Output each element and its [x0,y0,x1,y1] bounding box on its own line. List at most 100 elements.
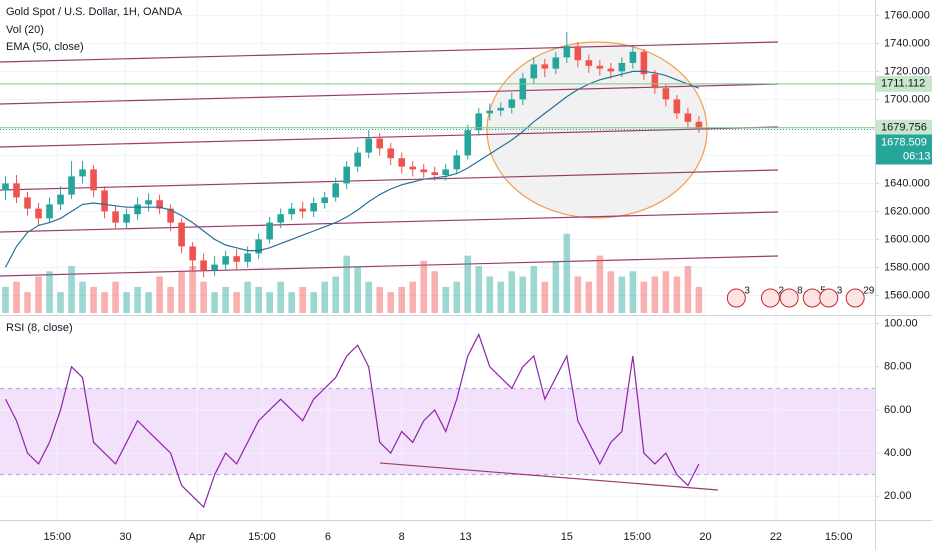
event-icon [819,288,839,308]
event-count: 29 [863,286,875,297]
volume-bar [68,266,75,313]
volume-bar [365,281,373,313]
volume-bar [442,286,450,313]
candle-body [145,200,152,205]
candle-body [244,253,251,262]
x-tick-label: 15:00 [825,531,853,543]
volume-bar [24,292,31,313]
candle-body [431,172,439,175]
candle-body [563,46,571,58]
volume-bar [145,292,152,313]
y-tick-label: 40.00 [884,447,912,459]
volume-bar [563,233,571,313]
candle-body [640,51,648,75]
y-tick-label: 1640.000 [884,177,930,189]
volume-bar [167,286,174,313]
volume-bar [101,292,108,313]
candle-body [46,204,53,219]
candle-body [343,166,350,184]
rsi-line [4,332,700,509]
candle-body [24,197,31,209]
event-count: 3 [744,286,750,297]
volume-bar [2,286,9,313]
volume-bar [13,281,20,313]
grid [0,0,875,520]
x-tick-label: 15:00 [623,531,651,543]
price-label-box [876,119,932,136]
volume-bar [321,281,328,313]
volume-bar [607,271,615,313]
y-tick-label: 1580.000 [884,261,930,273]
x-tick-label: 15:00 [43,531,71,543]
candle-body [409,166,417,170]
last-price-label: 1678.509 [881,136,927,148]
volume-bar [156,276,163,313]
y-tick-label: 1740.000 [884,37,930,49]
candle-body [519,78,527,100]
price-label-box [876,75,932,92]
candle-body [354,152,362,167]
candle-body [321,197,328,203]
volume-bar [497,281,505,313]
candle-body [189,246,196,261]
candle-body [35,208,42,219]
candle-body [398,158,406,167]
volume-bar [123,292,130,313]
volume-bar [673,276,681,313]
event-count: 3 [837,286,843,297]
candle-body [497,107,505,111]
volume-bar [211,292,218,313]
candle-body [530,64,538,79]
volume-bar [233,292,240,313]
trendline [0,211,779,233]
volume-bar [475,266,483,313]
volume-bar [178,271,185,313]
volume-bar [420,260,428,313]
volume-bar [541,281,549,313]
volume-bar [35,276,42,313]
candle-body [574,46,582,61]
candle-body [541,64,549,69]
volume-bar [288,292,295,313]
candle-body [222,256,229,265]
volume-bar [46,271,53,313]
candle-body [673,99,681,114]
volume-bar [255,286,262,313]
volume-bar [508,271,516,313]
event-icon [779,288,799,308]
candle-body [552,57,560,69]
y-tick-label: 60.00 [884,404,912,416]
x-tick-label: 8 [399,531,405,543]
candle-body [332,183,339,198]
event-count: 8 [797,286,803,297]
candle-body [2,183,9,191]
candle-body [178,222,185,247]
symbol-title: Gold Spot / U.S. Dollar, 1H, OANDA [6,6,183,18]
volume-bar [431,271,439,313]
trendline [0,126,779,148]
volume-bar [376,286,384,313]
volume-bar [552,260,560,313]
y-tick-label: 80.00 [884,361,912,373]
volume-bar [200,281,207,313]
candle-body [266,222,273,240]
candle-body [255,239,262,254]
volume-bar [112,281,119,313]
candle-body [156,200,163,209]
axes: 1560.000 1580.000 1600.000 1620.000 1640.000… [43,9,932,543]
volume-bar [244,281,251,313]
candle-body [288,208,295,215]
volume-bar [684,266,692,313]
candle-body [464,130,472,156]
volume-bar [310,292,317,313]
candle-body [618,63,626,72]
volume-bar [585,281,593,313]
candle-body [376,138,384,149]
candle-body [442,169,450,175]
candle-body [68,176,75,195]
candle-body [123,214,130,223]
y-tick-label: 100.00 [884,318,918,330]
trendline [0,255,779,277]
x-tick-label: 20 [699,531,711,543]
indicator-label: Vol (20) [6,24,44,36]
